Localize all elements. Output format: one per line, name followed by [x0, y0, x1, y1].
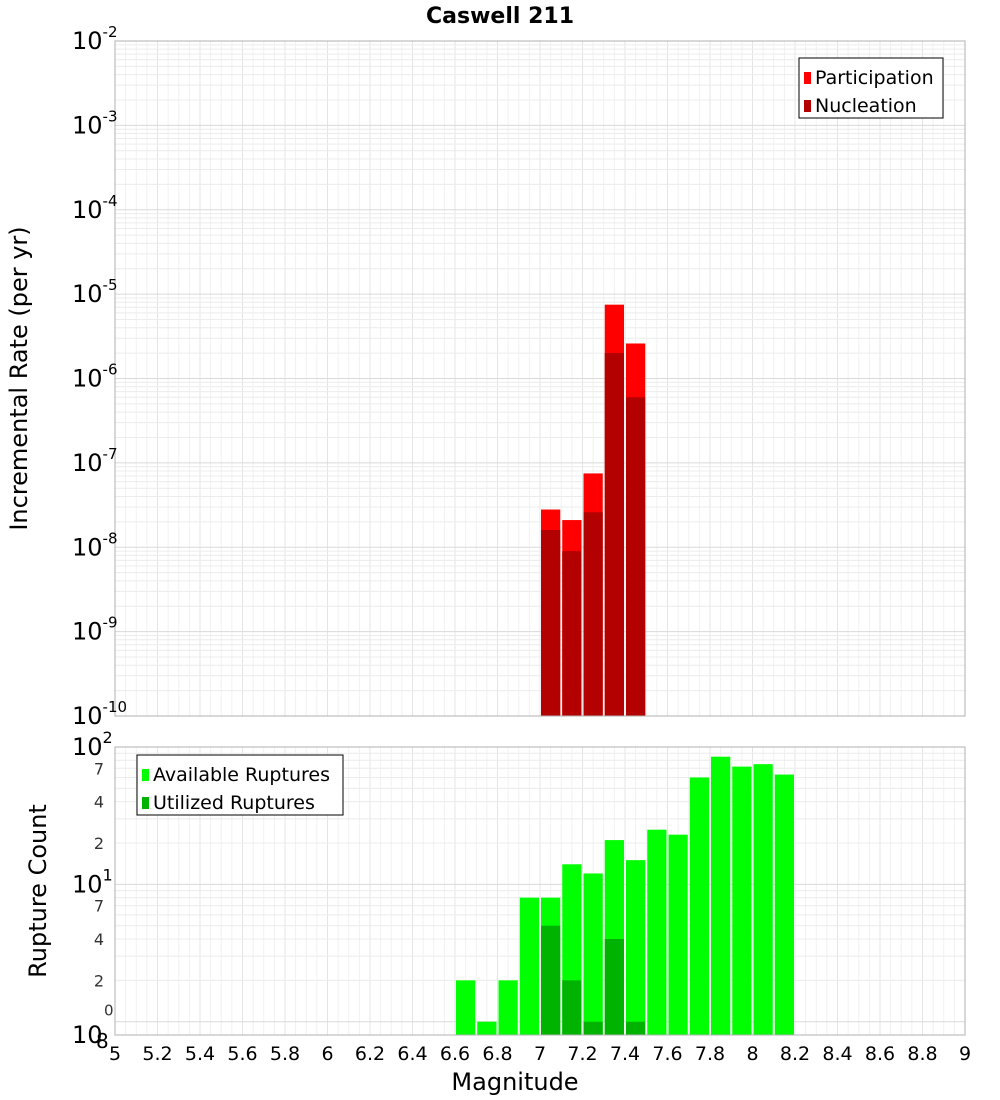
y-tick-label: 10-8: [72, 529, 118, 561]
x-axis-label: Magnitude: [451, 1068, 578, 1096]
y-axis-label: Rupture Count: [24, 804, 52, 978]
x-tick-label: 8.2: [780, 1043, 810, 1065]
rate-panel: Caswell 211 10-10 10-9 10-8 10-7 10-6 10-5 10-4…: [5, 4, 966, 730]
legend-box: [798, 57, 944, 119]
legend-label: Participation: [815, 67, 934, 89]
y-tick-label: 10-4: [72, 192, 118, 224]
nucleation-bar: [541, 530, 561, 716]
x-tick-label: 5: [109, 1043, 121, 1065]
legend-swatch: [804, 100, 811, 112]
available-ruptures-bar: [626, 860, 646, 1035]
legend-label: Utilized Ruptures: [153, 792, 315, 814]
available-ruptures-bar: [774, 774, 794, 1035]
y-tick-label: 10-7: [72, 445, 118, 477]
x-tick-label: 6.6: [440, 1043, 470, 1065]
y-minor-tick-label: 7: [94, 897, 104, 916]
y-tick-label: 101: [72, 865, 113, 898]
x-tick-label: 7.6: [652, 1043, 682, 1065]
available-ruptures-bar: [689, 777, 709, 1035]
y-tick-label: 10-9: [72, 614, 118, 646]
y-tick-label: 0: [104, 1002, 114, 1020]
y-minor-tick-label: 2: [94, 971, 104, 990]
available-ruptures-bar: [477, 1021, 497, 1035]
utilized-ruptures-bar: [583, 1021, 603, 1035]
available-ruptures-bar: [668, 834, 688, 1035]
x-tick-label: 7: [534, 1043, 546, 1065]
x-tick-label: 8.4: [822, 1043, 852, 1065]
utilized-ruptures-bar: [626, 1021, 646, 1035]
x-tick-label: 9: [959, 1043, 971, 1065]
y-tick-label: 10-6: [72, 361, 118, 393]
y-tick-label: 10: [72, 1021, 103, 1049]
y-tick-label: 8: [96, 1029, 109, 1053]
x-tick-label: 7.4: [610, 1043, 640, 1065]
available-ruptures-bar: [583, 873, 603, 1035]
utilized-ruptures-bar: [604, 939, 624, 1035]
legend-box: [136, 754, 344, 816]
y-axis-label: Incremental Rate (per yr): [5, 226, 33, 530]
y-minor-tick-label: 7: [94, 759, 104, 778]
plot-frame: [114, 746, 966, 1036]
legend-label: Nucleation: [815, 95, 917, 117]
available-ruptures-bar: [498, 980, 518, 1035]
utilized-ruptures-bar: [562, 980, 582, 1035]
available-ruptures-bar: [711, 756, 731, 1035]
available-ruptures-bar: [519, 897, 539, 1035]
x-tick-label: 8.6: [865, 1043, 895, 1065]
nucleation-bar: [626, 397, 646, 716]
x-tick-label: 6.2: [355, 1043, 385, 1065]
x-tick-label: 7.2: [567, 1043, 597, 1065]
legend-swatch: [804, 72, 811, 84]
x-tick-label: 6.8: [482, 1043, 512, 1065]
y-tick-label: 10-5: [72, 276, 118, 308]
plot-frame: [114, 40, 966, 717]
y-tick-label: 10-10: [72, 698, 127, 730]
x-tick-label: 5.6: [227, 1043, 257, 1065]
available-ruptures-bar: [456, 980, 476, 1035]
legend-swatch: [142, 769, 149, 781]
available-ruptures-bar: [647, 829, 667, 1035]
legend-swatch: [142, 797, 149, 809]
y-minor-tick-label: 4: [94, 793, 104, 812]
x-tick-label: 5.4: [185, 1043, 215, 1065]
x-tick-label: 8.8: [907, 1043, 937, 1065]
y-minor-tick-label: 4: [94, 930, 104, 949]
nucleation-bar: [562, 551, 582, 716]
x-tick-label: 5.8: [270, 1043, 300, 1065]
available-ruptures-bar: [753, 764, 773, 1035]
chart-title: Caswell 211: [426, 4, 574, 29]
x-tick-label: 8: [746, 1043, 758, 1065]
legend-label: Available Ruptures: [153, 764, 330, 786]
y-tick-label: 10-2: [72, 23, 118, 55]
x-tick-label: 6.4: [397, 1043, 427, 1065]
available-ruptures-bar: [732, 766, 752, 1035]
nucleation-bar: [583, 512, 603, 716]
y-minor-tick-label: 2: [94, 834, 104, 853]
utilized-ruptures-bar: [541, 925, 561, 1035]
x-tick-label: 6: [321, 1043, 333, 1065]
x-tick-label: 7.8: [695, 1043, 725, 1065]
y-tick-label: 102: [72, 728, 113, 761]
y-tick-label: 10-3: [72, 107, 118, 139]
nucleation-bar: [604, 353, 624, 716]
x-tick-label: 5.2: [142, 1043, 172, 1065]
